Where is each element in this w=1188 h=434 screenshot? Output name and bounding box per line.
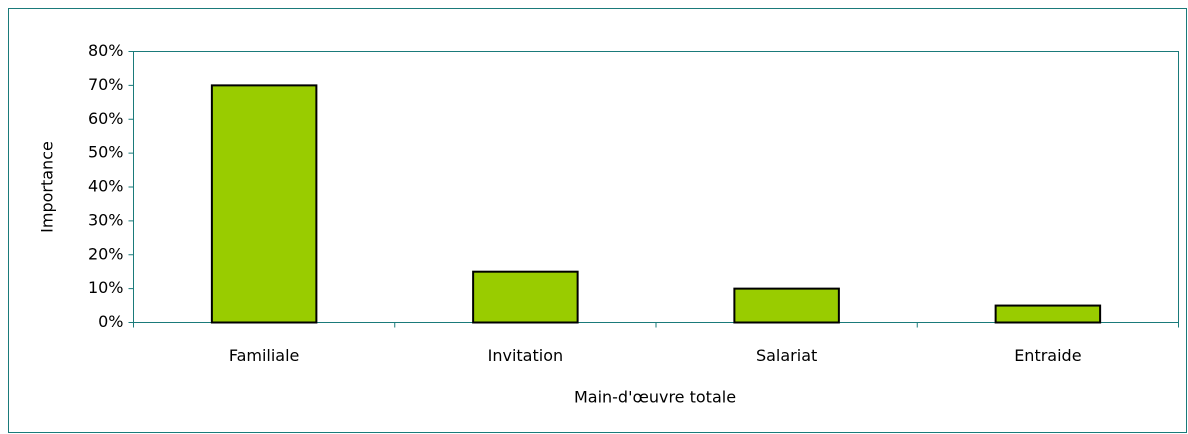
y-tick-label: 0% <box>98 312 123 331</box>
bar <box>472 270 579 324</box>
y-axis-title: Importance <box>38 141 57 233</box>
y-tick-label: 40% <box>88 177 124 196</box>
x-tick-label: Salariat <box>756 346 817 365</box>
y-tick-label: 50% <box>88 143 124 162</box>
y-tick-label: 80% <box>88 41 124 60</box>
y-tick-label: 70% <box>88 75 124 94</box>
y-tick-label: 60% <box>88 109 124 128</box>
bar <box>210 84 318 324</box>
bar <box>994 304 1102 324</box>
x-axis-title: Main-d'œuvre totale <box>574 388 736 407</box>
bar <box>733 287 840 324</box>
y-tick-label: 10% <box>88 278 124 297</box>
y-tick-label: 20% <box>88 244 124 263</box>
x-tick-label: Invitation <box>488 346 564 365</box>
y-tick-label: 30% <box>88 210 124 229</box>
x-tick-label: Entraide <box>1014 346 1081 365</box>
x-tick-label: Familiale <box>229 346 300 365</box>
